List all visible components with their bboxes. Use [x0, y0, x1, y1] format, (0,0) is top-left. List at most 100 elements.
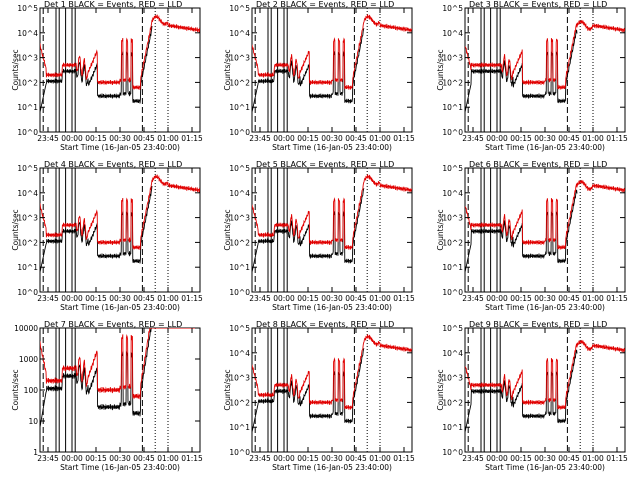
x-tick-label: 23:45	[462, 294, 484, 303]
x-tick-label: 00:45	[558, 294, 580, 303]
x-tick-label: 00:30	[321, 294, 343, 303]
x-tick-label: 00:15	[85, 294, 107, 303]
x-tick-label: 23:45	[37, 454, 59, 463]
x-tick-label: 01:15	[606, 294, 628, 303]
x-tick-label: 00:45	[558, 454, 580, 463]
panel-title: Det 7 BLACK = Events, RED = LLD	[44, 320, 182, 329]
x-tick-label: 01:00	[582, 134, 604, 143]
y-axis-label: Counts/sec	[11, 369, 20, 410]
x-tick-label: 01:00	[157, 454, 179, 463]
y-tick-label: 10^4	[17, 29, 38, 38]
x-tick-label: 00:30	[534, 454, 556, 463]
x-tick-label: 01:00	[369, 294, 391, 303]
x-axis-label: Start Time (16-Jan-05 23:40:00)	[272, 303, 392, 312]
x-tick-label: 00:00	[61, 454, 83, 463]
panel-det-6: Det 6 BLACK = Events, RED = LLD 10^0 10^1 1…	[436, 160, 628, 312]
y-tick-label: 10^4	[442, 29, 463, 38]
panel-det-5: Det 5 BLACK = Events, RED = LLD 10^0 10^1 1…	[223, 160, 415, 312]
x-tick-label: 00:45	[133, 134, 155, 143]
panel-det-2: Det 2 BLACK = Events, RED = LLD 10^0 10^1 1…	[223, 0, 415, 152]
x-tick-label: 01:00	[369, 134, 391, 143]
y-tick-label: 10^0	[17, 128, 38, 137]
panel-title: Det 6 BLACK = Events, RED = LLD	[469, 160, 607, 169]
x-axis-label: Start Time (16-Jan-05 23:40:00)	[485, 463, 605, 472]
x-tick-label: 23:45	[37, 294, 59, 303]
x-tick-label: 01:00	[157, 294, 179, 303]
y-tick-label: 10^0	[229, 128, 250, 137]
y-tick-label: 10^1	[229, 263, 250, 272]
y-tick-label: 10^3	[229, 214, 250, 223]
x-tick-label: 23:45	[462, 454, 484, 463]
x-tick-label: 00:45	[133, 294, 155, 303]
x-tick-label: 00:30	[534, 134, 556, 143]
x-tick-label: 00:00	[273, 454, 295, 463]
y-tick-label: 10^2	[229, 78, 250, 87]
series-events-line	[40, 328, 152, 428]
y-tick-label: 100	[24, 386, 39, 395]
y-tick-label: 10^4	[229, 29, 250, 38]
x-tick-label: 01:15	[606, 454, 628, 463]
series-events-line	[40, 25, 153, 113]
x-axis-label: Start Time (16-Jan-05 23:40:00)	[60, 463, 180, 472]
y-tick-label: 10^5	[229, 4, 250, 13]
panel-title: Det 2 BLACK = Events, RED = LLD	[256, 0, 394, 9]
x-tick-label: 01:15	[181, 454, 203, 463]
y-axis-label: Counts/sec	[436, 369, 445, 410]
y-tick-label: 10000	[14, 324, 38, 333]
x-tick-label: 00:45	[345, 294, 367, 303]
y-tick-label: 10^5	[442, 4, 463, 13]
y-tick-label: 10^2	[229, 398, 250, 407]
panel-title: Det 5 BLACK = Events, RED = LLD	[256, 160, 394, 169]
x-tick-label: 01:15	[393, 454, 415, 463]
y-tick-label: 10^2	[442, 238, 463, 247]
x-tick-label: 00:00	[61, 294, 83, 303]
x-tick-label: 00:45	[345, 454, 367, 463]
x-tick-label: 01:15	[606, 134, 628, 143]
y-tick-label: 10^4	[229, 349, 250, 358]
x-tick-label: 01:15	[393, 294, 415, 303]
y-tick-label: 10^0	[442, 448, 463, 457]
x-tick-label: 01:00	[157, 134, 179, 143]
series-lld-line	[252, 174, 412, 250]
panel-title: Det 8 BLACK = Events, RED = LLD	[256, 320, 394, 329]
y-tick-label: 10	[28, 417, 38, 426]
y-tick-label: 10^4	[17, 189, 38, 198]
y-tick-label: 10^3	[17, 54, 38, 63]
x-tick-label: 00:15	[297, 134, 319, 143]
x-tick-label: 00:15	[510, 454, 532, 463]
x-tick-label: 00:00	[61, 134, 83, 143]
series-events-line	[252, 348, 365, 433]
panel-det-4: Det 4 BLACK = Events, RED = LLD 10^0 10^1 1…	[11, 160, 203, 312]
y-tick-label: 10^2	[17, 78, 38, 87]
y-tick-label: 10^3	[17, 214, 38, 223]
panel-det-9: Det 9 BLACK = Events, RED = LLD 10^0 10^1 1…	[436, 320, 628, 472]
y-tick-label: 10^1	[442, 103, 463, 112]
x-axis-label: Start Time (16-Jan-05 23:40:00)	[485, 143, 605, 152]
y-tick-label: 10^0	[229, 288, 250, 297]
x-tick-label: 01:15	[181, 294, 203, 303]
panel-title: Det 9 BLACK = Events, RED = LLD	[469, 320, 607, 329]
x-tick-label: 00:15	[510, 294, 532, 303]
y-tick-label: 10^5	[229, 164, 250, 173]
y-tick-label: 10^4	[442, 349, 463, 358]
y-tick-label: 10^4	[442, 189, 463, 198]
x-axis-label: Start Time (16-Jan-05 23:40:00)	[60, 303, 180, 312]
y-axis-label: Counts/sec	[223, 209, 232, 250]
x-tick-label: 23:45	[249, 134, 271, 143]
y-tick-label: 10^2	[442, 398, 463, 407]
series-lld-line	[252, 334, 412, 410]
y-tick-label: 10^1	[17, 263, 38, 272]
series-events-line	[40, 185, 153, 273]
x-tick-label: 00:00	[486, 454, 508, 463]
plot-frame	[39, 327, 201, 453]
y-tick-label: 10^1	[442, 263, 463, 272]
x-tick-label: 00:00	[273, 294, 295, 303]
series-events-line	[465, 29, 578, 113]
x-axis-label: Start Time (16-Jan-05 23:40:00)	[485, 303, 605, 312]
y-tick-label: 10^3	[442, 374, 463, 383]
series-lld-line	[252, 14, 412, 90]
series-lld-line	[40, 14, 200, 90]
y-tick-label: 1	[33, 448, 38, 457]
x-tick-label: 01:00	[582, 454, 604, 463]
